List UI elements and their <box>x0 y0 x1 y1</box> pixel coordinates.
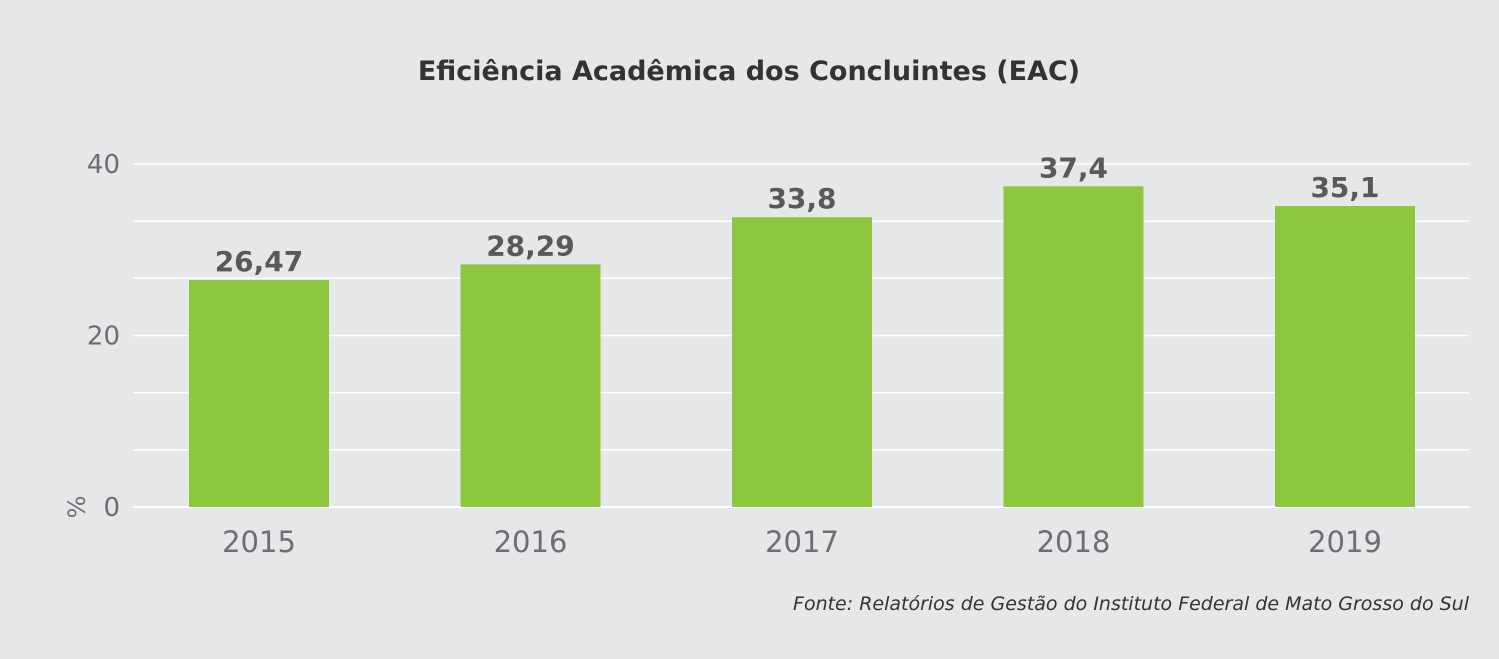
bar-2015 <box>189 280 329 507</box>
y-tick-label: 20 <box>87 322 120 352</box>
bar-2018 <box>1003 186 1144 508</box>
y-axis-label: % <box>63 496 91 519</box>
value-label-2018: 37,4 <box>1039 151 1108 184</box>
bar-2019 <box>1275 206 1415 507</box>
value-labels: 26,47 28,29 33,8 37,4 35,1 <box>215 151 1380 278</box>
x-axis-categories: 2015 2016 2017 2018 2019 <box>222 525 1382 559</box>
x-tick-label-2017: 2017 <box>765 525 839 559</box>
bar-2017 <box>732 217 872 508</box>
value-label-2016: 28,29 <box>486 229 575 262</box>
value-label-2019: 35,1 <box>1310 171 1379 204</box>
source-note: Fonte: Relatórios de Gestão do Instituto… <box>793 593 1470 615</box>
y-tick-label: 0 <box>103 493 120 523</box>
x-tick-label-2019: 2019 <box>1308 525 1382 559</box>
value-label-2015: 26,47 <box>215 245 304 278</box>
x-tick-label-2018: 2018 <box>1037 525 1111 559</box>
x-tick-label-2015: 2015 <box>222 525 296 559</box>
bar-2016 <box>460 264 601 507</box>
bars <box>189 186 1415 508</box>
y-axis-ticks: 0 20 40 <box>87 150 120 523</box>
chart-title: Eficiência Acadêmica dos Concluintes (EA… <box>418 56 1080 87</box>
y-tick-label: 40 <box>87 150 120 180</box>
x-tick-label-2016: 2016 <box>494 525 568 559</box>
value-label-2017: 33,8 <box>767 182 836 215</box>
